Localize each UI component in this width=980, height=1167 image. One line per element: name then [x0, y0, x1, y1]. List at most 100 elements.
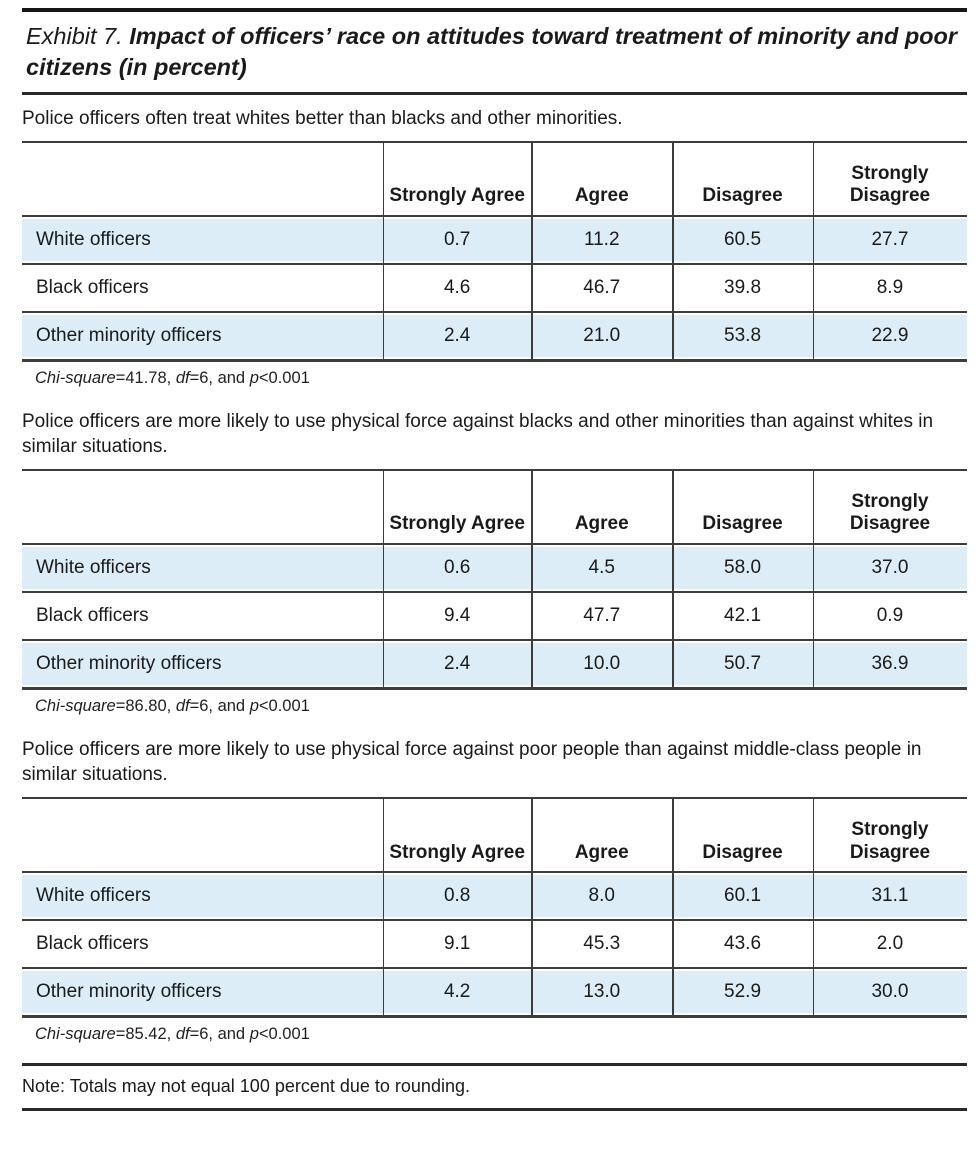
cell-value: 46.7 — [583, 277, 621, 299]
exhibit-content: Exhibit 7. Impact of officers’ race on a… — [22, 8, 967, 1112]
footnote-block: Note: Totals may not equal 100 percent d… — [22, 1063, 967, 1112]
cell-value: 58.0 — [724, 557, 762, 579]
column-header-strongly-disagree: Strongly Disagree — [849, 162, 931, 207]
column-header-agree: Agree — [574, 841, 629, 863]
cell-value: 8.0 — [588, 885, 615, 907]
column-header-strongly-agree: Strongly Agree — [389, 841, 525, 863]
table-header-row: Strongly Agree Agree Disagree Strongly D… — [22, 797, 967, 874]
row-label: White officers — [36, 557, 151, 579]
column-header-strongly-agree: Strongly Agree — [389, 185, 525, 207]
column-header-disagree: Disagree — [702, 841, 783, 863]
statement: Police officers often treat whites bette… — [22, 108, 623, 130]
footnote-bottom-rule — [22, 1108, 967, 1112]
section-whites-treated-better: Police officers often treat whites bette… — [22, 106, 967, 388]
cell-value: 10.0 — [583, 653, 621, 675]
cell-value: 0.7 — [443, 229, 471, 251]
df-label: df — [175, 697, 190, 716]
chi-square-note: Chi-square=85.42, df=6, and p<0.001 — [35, 1025, 967, 1044]
cell-value: 9.1 — [443, 933, 471, 955]
p-value: <0.001 — [258, 1025, 310, 1044]
data-table: Strongly Agree Agree Disagree Strongly D… — [22, 797, 967, 1019]
table-row-white-officers: White officers 0.6 4.5 58.0 37.0 — [22, 545, 967, 594]
chi-square-note: Chi-square=41.78, df=6, and p<0.001 — [35, 369, 967, 388]
row-label: White officers — [36, 885, 151, 907]
df-label: df — [175, 369, 190, 388]
footnote-top-rule — [22, 1063, 967, 1067]
column-header-agree: Agree — [574, 513, 629, 535]
table-row-white-officers: White officers 0.8 8.0 60.1 31.1 — [22, 873, 967, 922]
title-bottom-rule — [22, 92, 967, 96]
column-divider — [672, 141, 674, 363]
p-label: p — [249, 369, 259, 388]
cell-value: 4.6 — [443, 277, 471, 299]
column-divider — [672, 797, 674, 1019]
table-header-row: Strongly Agree Agree Disagree Strongly D… — [22, 469, 967, 546]
rounding-note: Note: Totals may not equal 100 percent d… — [22, 1076, 470, 1097]
p-value: <0.001 — [258, 697, 310, 716]
cell-value: 39.8 — [724, 277, 762, 299]
table-row-white-officers: White officers 0.7 11.2 60.5 27.7 — [22, 217, 967, 266]
cell-value: 13.0 — [583, 981, 621, 1003]
column-divider — [531, 797, 533, 1019]
table-row-black-officers: Black officers 9.4 47.7 42.1 0.9 — [22, 593, 967, 642]
row-label: White officers — [36, 229, 151, 251]
cell-value: 42.1 — [724, 605, 762, 627]
chi-square-value: =86.80, — [115, 697, 176, 716]
row-label: Black officers — [36, 605, 149, 627]
column-header-strongly-disagree: Strongly Disagree — [849, 818, 931, 863]
row-label: Other minority officers — [36, 981, 222, 1003]
row-label: Black officers — [36, 277, 149, 299]
column-header-agree: Agree — [574, 185, 629, 207]
df-value: =6, and — [189, 1025, 250, 1044]
column-divider — [812, 469, 815, 691]
cell-value: 52.9 — [724, 981, 762, 1003]
exhibit-title-text: Impact of officers’ race on attitudes to… — [26, 23, 958, 81]
column-header-strongly-agree: Strongly Agree — [389, 513, 525, 535]
df-label: df — [175, 1025, 190, 1044]
cell-value: 11.2 — [583, 229, 620, 251]
p-label: p — [249, 697, 259, 716]
column-header-strongly-disagree: Strongly Disagree — [849, 490, 931, 535]
column-divider — [672, 469, 674, 691]
column-divider — [531, 141, 533, 363]
chi-square-label: Chi-square — [35, 1025, 116, 1044]
cell-value: 9.4 — [443, 605, 471, 627]
column-header-disagree: Disagree — [702, 185, 783, 207]
table-row-black-officers: Black officers 4.6 46.7 39.8 8.9 — [22, 265, 967, 314]
cell-value: 0.8 — [443, 885, 471, 907]
exhibit-number: Exhibit 7. — [26, 23, 123, 49]
cell-value: 2.4 — [443, 325, 471, 347]
column-divider — [812, 141, 815, 363]
chi-square-value: =41.78, — [115, 369, 176, 388]
table-row-other-minority-officers: Other minority officers 2.4 21.0 53.8 22… — [22, 313, 967, 363]
cell-value: 60.5 — [724, 229, 762, 251]
df-value: =6, and — [189, 697, 250, 716]
data-table: Strongly Agree Agree Disagree Strongly D… — [22, 469, 967, 691]
row-label: Black officers — [36, 933, 149, 955]
cell-value: 0.9 — [876, 605, 904, 627]
cell-value: 2.0 — [876, 933, 904, 955]
section-force-against-poor: Police officers are more likely to use p… — [22, 737, 967, 1044]
column-divider — [382, 141, 385, 363]
cell-value: 27.7 — [871, 229, 909, 251]
table-row-black-officers: Black officers 9.1 45.3 43.6 2.0 — [22, 921, 967, 970]
cell-value: 21.0 — [583, 325, 621, 347]
statement: Police officers are more likely to use p… — [22, 739, 922, 786]
cell-value: 53.8 — [724, 325, 762, 347]
chi-square-note: Chi-square=86.80, df=6, and p<0.001 — [35, 697, 967, 716]
cell-value: 60.1 — [724, 885, 762, 907]
data-table: Strongly Agree Agree Disagree Strongly D… — [22, 141, 967, 363]
cell-value: 47.7 — [583, 605, 621, 627]
column-divider — [382, 797, 385, 1019]
column-divider — [812, 797, 815, 1019]
chi-square-label: Chi-square — [35, 369, 116, 388]
section-force-against-minorities: Police officers are more likely to use p… — [22, 409, 967, 716]
cell-value: 22.9 — [871, 325, 909, 347]
cell-value: 37.0 — [871, 557, 909, 579]
cell-value: 30.0 — [871, 981, 909, 1003]
p-value: <0.001 — [258, 369, 310, 388]
cell-value: 0.6 — [443, 557, 471, 579]
column-header-disagree: Disagree — [702, 513, 783, 535]
row-label: Other minority officers — [36, 325, 222, 347]
